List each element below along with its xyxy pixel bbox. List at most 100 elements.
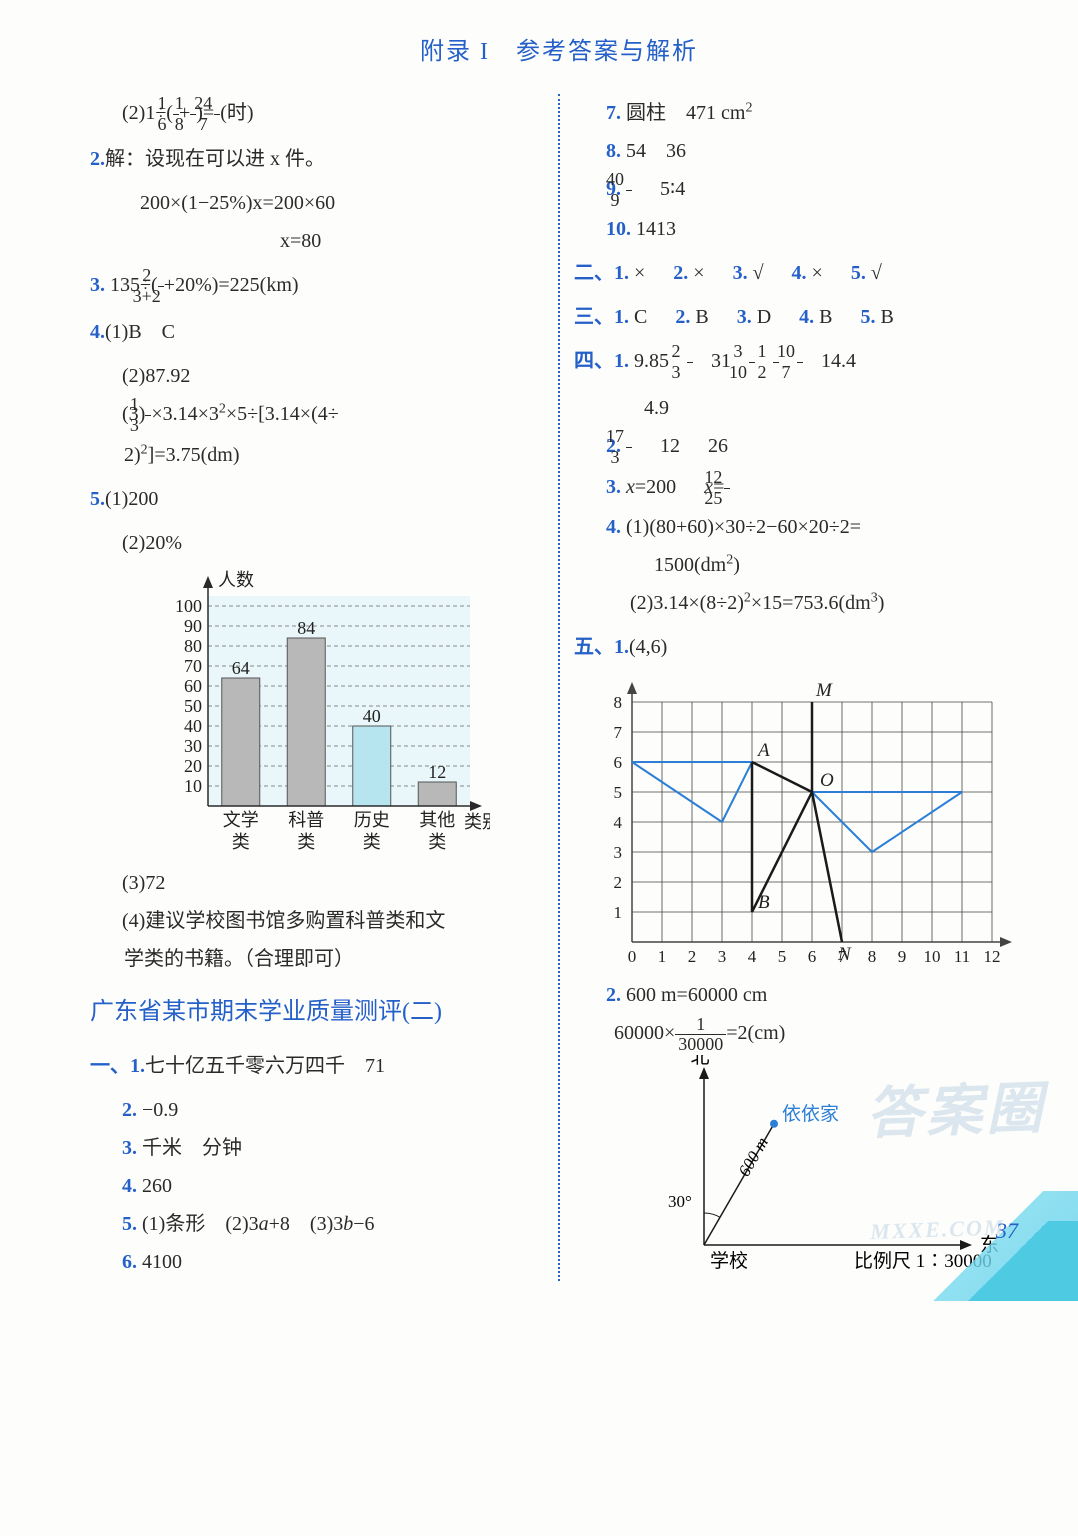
svg-text:84: 84	[297, 618, 315, 638]
svg-text:12: 12	[428, 762, 446, 782]
s4-1: 四、1. 9.8523313101210714.4	[574, 342, 1028, 383]
s1-4: 4. 260	[90, 1167, 544, 1205]
q5-2: (2)20%	[90, 524, 544, 562]
svg-text:10: 10	[184, 776, 202, 796]
svg-text:0: 0	[628, 947, 637, 966]
s5-2eq: 60000×130000=2(cm)	[574, 1014, 1028, 1055]
svg-text:1: 1	[658, 947, 667, 966]
svg-text:学校: 学校	[710, 1250, 748, 1272]
s3: 三、1. C2. B3. D4. B5. B	[574, 298, 1028, 336]
svg-text:8: 8	[868, 947, 877, 966]
q2-eq1: 200×(1−25%)x=200×60	[90, 184, 544, 222]
svg-text:3: 3	[614, 843, 623, 862]
svg-text:7: 7	[614, 723, 623, 742]
svg-text:6: 6	[614, 753, 623, 772]
right-column: 7. 圆柱 471 cm2 8. 54 36 9. 4095∶4 10. 141…	[564, 94, 1028, 1282]
svg-text:科普: 科普	[288, 810, 324, 830]
svg-text:50: 50	[184, 696, 202, 716]
svg-text:类: 类	[297, 832, 315, 852]
svg-text:60: 60	[184, 676, 202, 696]
q5-4a: (4)建议学校图书馆多购置科普类和文	[90, 902, 544, 940]
s2: 二、1. ×2. ×3. √4. ×5. √	[574, 254, 1028, 292]
svg-text:O: O	[820, 770, 834, 791]
q2-eq2: x=80	[90, 222, 544, 260]
q1-2: (2)1÷(16+18)=247(时)	[90, 94, 544, 135]
svg-text:40: 40	[363, 706, 381, 726]
svg-text:90: 90	[184, 616, 202, 636]
page-number: 37	[996, 1210, 1018, 1252]
s4-4-2: (2)3.14×(8÷2)2×15=753.6(dm3)	[574, 584, 1028, 622]
svg-text:12: 12	[984, 947, 1001, 966]
two-columns: (2)1÷(16+18)=247(时) 2.解：设现在可以进 x 件。 200×…	[90, 94, 1028, 1282]
svg-text:64: 64	[232, 658, 250, 678]
svg-text:北: 北	[690, 1055, 709, 1068]
svg-text:40: 40	[184, 716, 202, 736]
q5-4b: 学类的书籍。（合理即可）	[90, 940, 544, 978]
r7: 7. 圆柱 471 cm2	[574, 94, 1028, 132]
s4-2: 2. 1731226	[574, 427, 1028, 468]
svg-text:B: B	[758, 892, 770, 913]
svg-text:30: 30	[184, 736, 202, 756]
q5-3: (3)72	[90, 864, 544, 902]
q2: 2.解：设现在可以进 x 件。	[90, 140, 544, 178]
s5-1: 五、1.(4,6)	[574, 628, 1028, 666]
svg-text:类: 类	[428, 832, 446, 852]
svg-text:历史: 历史	[354, 810, 390, 830]
q3: 3. 135÷(23+2+20%)=225(km)	[90, 266, 544, 307]
svg-text:8: 8	[614, 693, 623, 712]
svg-text:4: 4	[748, 947, 757, 966]
svg-text:3: 3	[718, 947, 727, 966]
q5-1: 5.(1)200	[90, 480, 544, 518]
svg-text:2: 2	[614, 873, 623, 892]
s4-4-1b: 1500(dm2)	[574, 546, 1028, 584]
column-divider	[558, 94, 560, 1282]
s1-1: 一、1.七十亿五千零六万四千 71	[90, 1047, 544, 1085]
svg-text:A: A	[756, 740, 770, 761]
s4-4-1a: 4. (1)(80+60)×30÷2−60×20÷2=	[574, 508, 1028, 546]
svg-text:9: 9	[898, 947, 907, 966]
section-title: 广东省某市期末学业质量测评(二)	[90, 990, 544, 1036]
grid-chart: 012345678910111212345678MAOBN	[574, 672, 1028, 972]
s1-2: 2. −0.9	[90, 1091, 544, 1129]
r10: 10. 1413	[574, 210, 1028, 248]
q4-2: (2)87.92	[90, 357, 544, 395]
svg-text:100: 100	[175, 596, 202, 616]
svg-text:20: 20	[184, 756, 202, 776]
bar-chart: 10203040506070809010064844012人数类别文学类科普类历…	[90, 568, 544, 858]
s4-3: 3. x=200x=1225	[574, 468, 1028, 509]
s1-6: 6. 4100	[90, 1243, 544, 1281]
left-column: (2)1÷(16+18)=247(时) 2.解：设现在可以进 x 件。 200×…	[90, 94, 554, 1282]
svg-text:1: 1	[614, 903, 623, 922]
svg-text:其他: 其他	[419, 810, 455, 830]
q4-1: 4.(1)B C	[90, 313, 544, 351]
svg-text:文学: 文学	[223, 810, 259, 830]
svg-text:30°: 30°	[668, 1192, 692, 1211]
svg-text:5: 5	[778, 947, 787, 966]
s1-3: 3. 千米 分钟	[90, 1129, 544, 1167]
svg-text:类别: 类别	[464, 812, 490, 832]
r9: 9. 4095∶4	[574, 170, 1028, 211]
svg-text:5: 5	[614, 783, 623, 802]
grid-chart-svg: 012345678910111212345678MAOBN	[594, 672, 1034, 972]
page-root: 附录 I 参考答案与解析 (2)1÷(16+18)=247(时) 2.解：设现在…	[0, 0, 1078, 1301]
svg-text:类: 类	[232, 832, 250, 852]
q4-3a: (3)13×3.14×32×5÷[3.14×(4÷	[90, 395, 544, 436]
page-header: 附录 I 参考答案与解析	[90, 30, 1028, 76]
svg-text:4: 4	[614, 813, 623, 832]
svg-text:70: 70	[184, 656, 202, 676]
svg-text:M: M	[815, 680, 833, 701]
q4-3b: 2)2]=3.75(dm)	[90, 436, 544, 474]
svg-text:600 m: 600 m	[734, 1134, 771, 1180]
s5-2: 2. 600 m=60000 cm	[574, 976, 1028, 1014]
svg-text:6: 6	[808, 947, 817, 966]
svg-text:依依家: 依依家	[782, 1103, 839, 1125]
svg-text:11: 11	[954, 947, 970, 966]
svg-text:人数: 人数	[218, 570, 254, 590]
svg-text:80: 80	[184, 636, 202, 656]
s4-1b: 4.9	[574, 389, 1028, 427]
svg-text:N: N	[837, 944, 852, 965]
svg-text:2: 2	[688, 947, 697, 966]
r8: 8. 54 36	[574, 132, 1028, 170]
s1-5: 5. (1)条形 (2)3a+8 (3)3b−6	[90, 1205, 544, 1243]
svg-text:类: 类	[363, 832, 381, 852]
